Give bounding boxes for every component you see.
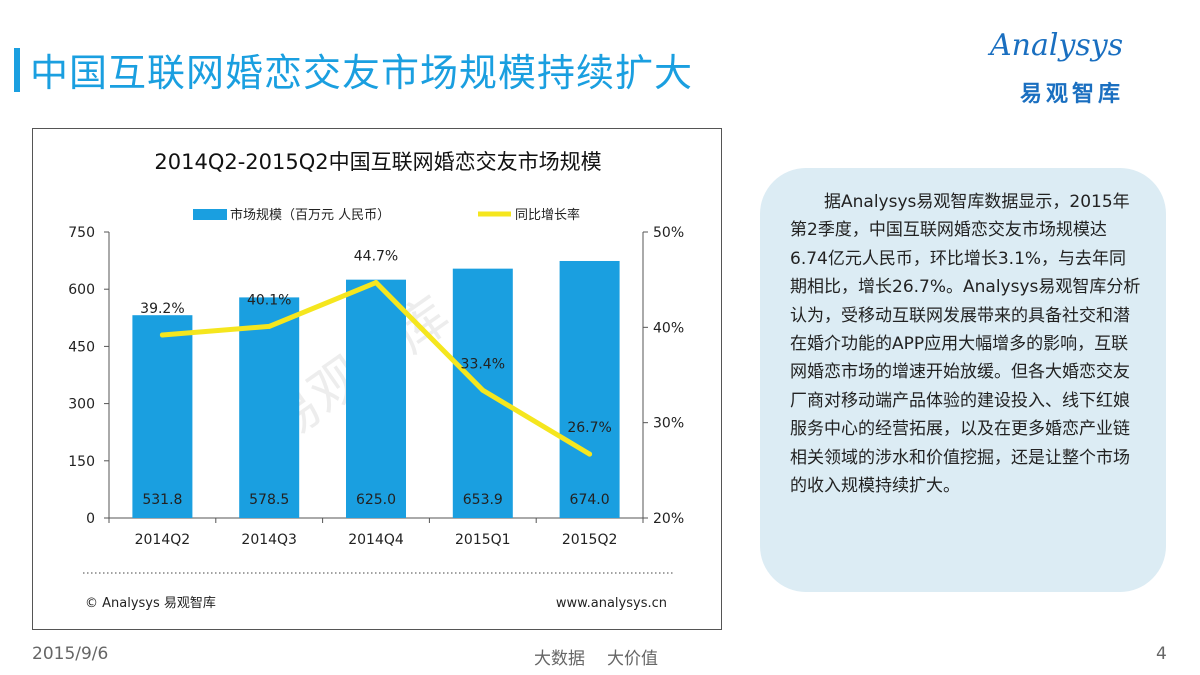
page-title: 中国互联网婚恋交友市场规模持续扩大 — [30, 51, 694, 95]
legend-bar-swatch — [193, 209, 227, 220]
chart-axes: 0 150 300 450 600 750 20% 30% 40% 50% 2014Q2 2014Q3… — [68, 225, 684, 548]
y-right-tick-label: 40% — [653, 320, 684, 336]
bar-series — [132, 260, 620, 518]
y-right-tick-label: 20% — [653, 511, 684, 527]
logo-chinese-name: 易观智库 — [1020, 82, 1125, 107]
source-credit: © Analysys 易观智库 — [85, 595, 216, 611]
line-point — [266, 323, 272, 329]
x-tick-label: 2015Q1 — [455, 532, 511, 548]
x-tick-label: 2014Q2 — [135, 532, 191, 548]
bar — [239, 297, 300, 518]
bar-value-label: 578.5 — [249, 492, 289, 508]
data-labels: 531.8 578.5 625.0 653.9 674.0 39.2% 40.1% 44.7%… — [140, 249, 612, 508]
chart-title: 2014Q2-2015Q2中国互联网婚恋交友市场规模 — [154, 150, 601, 174]
y-right-tick-label: 30% — [653, 416, 684, 432]
market-size-chart: 易观智库 2014Q2-2015Q2中国互联网婚恋交友市场规模 市场规模（百万元… — [68, 150, 684, 611]
logo-wordmark: Analysys — [990, 28, 1124, 63]
growth-line-series — [159, 280, 593, 457]
bar — [452, 268, 513, 518]
x-tick-label: 2015Q2 — [562, 532, 618, 548]
footer-date: 2015/9/6 — [32, 644, 109, 664]
y-left-tick-label: 450 — [68, 339, 95, 355]
line-point — [587, 451, 593, 457]
line-point — [480, 387, 486, 393]
source-url: www.analysys.cn — [556, 596, 667, 611]
chart-frame: 易观智库 2014Q2-2015Q2中国互联网婚恋交友市场规模 市场规模（百万元… — [32, 128, 722, 630]
legend-line-label: 同比增长率 — [515, 207, 580, 223]
bar — [346, 279, 406, 518]
bar — [132, 315, 193, 518]
slogan-big-data: 大数据 — [534, 649, 585, 669]
y-left-tick-label: 600 — [68, 282, 95, 298]
footer-slogan: 大数据 大价值 — [534, 644, 658, 669]
slogan-big-value: 大价值 — [607, 649, 658, 669]
line-value-label: 26.7% — [567, 420, 611, 436]
y-left-tick-label: 150 — [68, 454, 95, 470]
y-left-tick-label: 0 — [86, 511, 95, 527]
y-left-tick-label: 300 — [68, 397, 95, 413]
bar-value-label: 625.0 — [356, 492, 396, 508]
page-number: 4 — [1156, 644, 1167, 664]
analysis-text: 据Analysys易观智库数据显示，2015年第2季度，中国互联网婚恋交友市场规… — [790, 192, 1141, 497]
line-value-label: 40.1% — [247, 292, 291, 308]
y-left-tick-label: 750 — [68, 225, 95, 241]
analysis-info-box: 据Analysys易观智库数据显示，2015年第2季度，中国互联网婚恋交友市场规… — [760, 168, 1166, 592]
bar-value-label: 531.8 — [142, 492, 182, 508]
bar-value-label: 674.0 — [570, 492, 610, 508]
legend-bar-label: 市场规模（百万元 人民币） — [230, 207, 390, 223]
analysys-logo: Analysys 易观智库 — [990, 28, 1170, 108]
line-value-label: 39.2% — [140, 301, 184, 317]
title-accent-bar — [14, 48, 20, 92]
y-right-tick-label: 50% — [653, 225, 684, 241]
line-value-label: 33.4% — [461, 356, 505, 372]
bar — [559, 260, 620, 518]
x-tick-label: 2014Q4 — [348, 532, 404, 548]
x-tick-label: 2014Q3 — [241, 532, 297, 548]
line-point — [159, 332, 165, 338]
line-point — [373, 280, 379, 286]
line-value-label: 44.7% — [354, 249, 398, 265]
bar-value-label: 653.9 — [463, 492, 503, 508]
